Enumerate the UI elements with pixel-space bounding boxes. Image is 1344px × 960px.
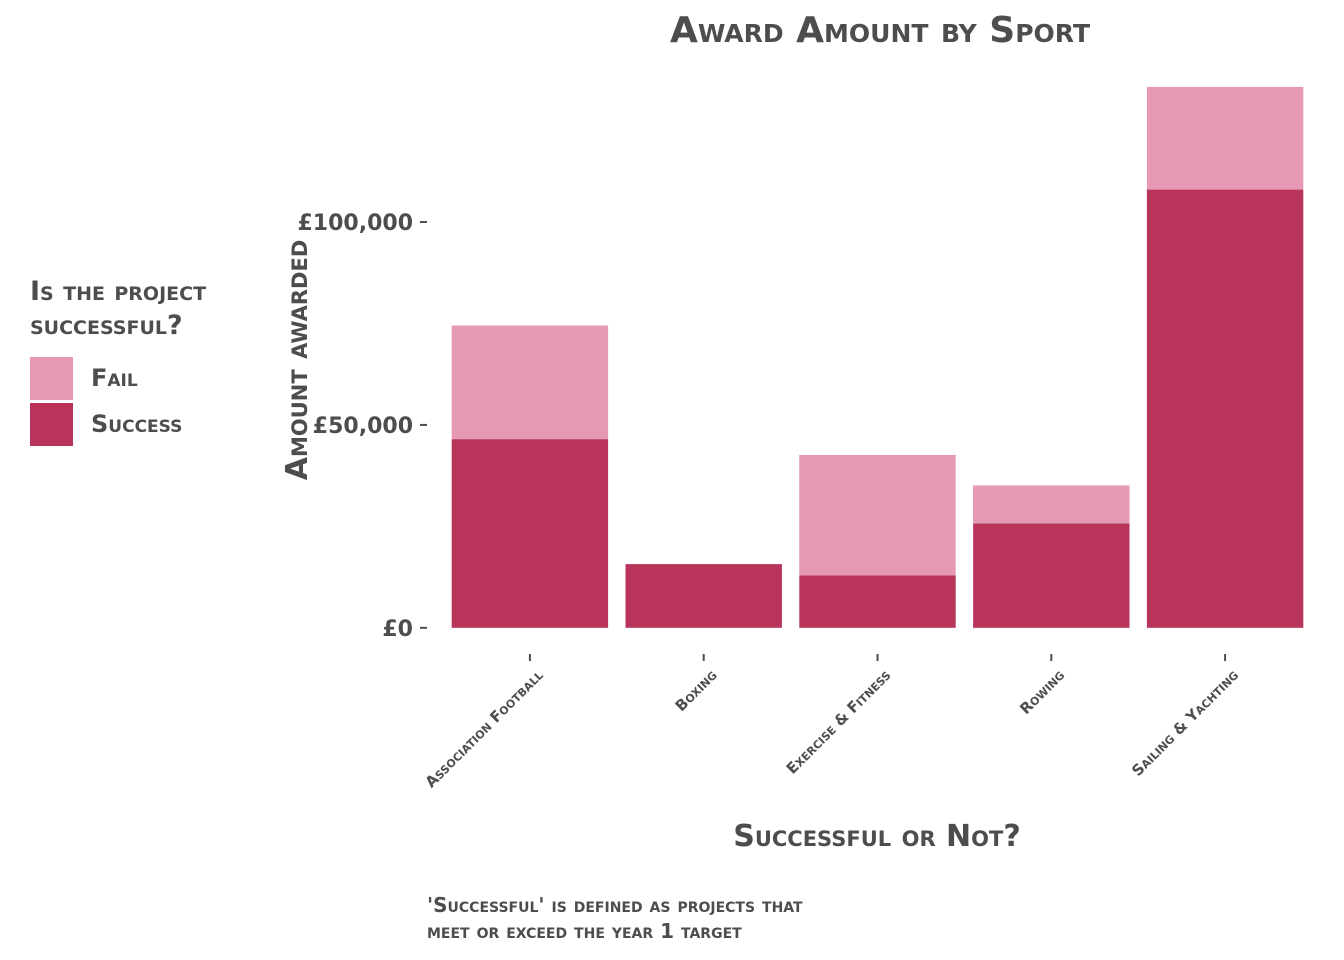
legend-label-success: Success xyxy=(91,410,183,438)
x-axis: Association Football Boxing Exercise & Fit… xyxy=(422,654,1242,791)
x-tick-label-1: Association Football xyxy=(422,666,547,791)
bar-fail-3 xyxy=(799,454,956,576)
bar-fail-5 xyxy=(1146,86,1304,190)
caption-line2: meet or exceed the year 1 target xyxy=(427,919,742,943)
x-tick-label-5: Sailing & Yachting xyxy=(1128,666,1242,780)
caption-line1: 'Successful' is defined as projects that xyxy=(427,893,803,917)
legend-title-line2: successful? xyxy=(30,310,183,341)
legend-title: Is the project successful? xyxy=(30,275,250,343)
y-tick-label-1: £0 xyxy=(382,617,413,642)
bar-success-4 xyxy=(973,523,1130,628)
y-tick-label-2: £50,000 xyxy=(313,414,413,439)
bar-fail-1 xyxy=(451,325,609,440)
y-tick-label-3: £100,000 xyxy=(297,211,413,236)
legend-items: Fail Success xyxy=(30,355,250,447)
x-tick-label-3: Exercise & Fitness xyxy=(783,666,895,778)
legend-swatch-fail xyxy=(30,356,73,400)
bar-success-5 xyxy=(1146,189,1304,628)
bar-fail-4 xyxy=(973,485,1130,524)
legend-item-success: Success xyxy=(30,401,250,447)
bar-success-1 xyxy=(451,439,609,628)
legend-label-fail: Fail xyxy=(91,364,138,392)
legend-item-fail: Fail xyxy=(30,355,250,401)
x-tick-label-2: Boxing xyxy=(672,666,721,715)
legend: Is the project successful? Fail Success xyxy=(30,275,250,447)
y-axis: £0 £50,000 £100,000 xyxy=(297,211,427,642)
x-axis-label: Successful or Not? xyxy=(733,819,1021,854)
bar-success-2 xyxy=(625,564,782,628)
y-axis-label: Amount awarded xyxy=(280,240,315,481)
bars-group xyxy=(451,86,1304,628)
legend-swatch-success xyxy=(30,402,73,446)
x-tick-label-4: Rowing xyxy=(1016,666,1068,718)
chart-title: Award Amount by Sport xyxy=(669,10,1090,51)
chart-caption: 'Successful' is defined as projects that… xyxy=(427,892,947,944)
legend-title-line1: Is the project xyxy=(30,276,207,307)
bar-success-3 xyxy=(799,575,956,628)
